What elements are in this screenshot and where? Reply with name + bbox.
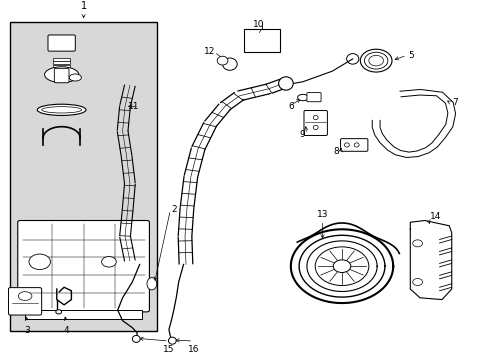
Ellipse shape — [147, 278, 157, 290]
FancyBboxPatch shape — [304, 111, 327, 135]
Text: 11: 11 — [128, 102, 140, 111]
Circle shape — [29, 254, 50, 270]
FancyBboxPatch shape — [306, 93, 321, 102]
Bar — [53, 65, 70, 68]
Ellipse shape — [278, 77, 293, 90]
FancyBboxPatch shape — [8, 288, 41, 315]
Ellipse shape — [217, 56, 227, 65]
Bar — [53, 58, 70, 60]
Bar — [10, 22, 157, 331]
FancyBboxPatch shape — [54, 68, 69, 83]
Text: 8: 8 — [333, 148, 339, 157]
Circle shape — [315, 247, 368, 285]
Text: 4: 4 — [63, 326, 69, 335]
Ellipse shape — [313, 125, 318, 130]
Ellipse shape — [364, 52, 387, 69]
Ellipse shape — [360, 49, 391, 72]
Ellipse shape — [37, 104, 86, 116]
Text: 9: 9 — [299, 130, 305, 139]
FancyBboxPatch shape — [18, 221, 149, 312]
Ellipse shape — [132, 336, 140, 342]
Text: 15: 15 — [163, 345, 174, 354]
Text: 3: 3 — [24, 326, 30, 335]
Ellipse shape — [297, 94, 308, 101]
Ellipse shape — [368, 55, 383, 66]
Text: 5: 5 — [407, 51, 413, 60]
Ellipse shape — [168, 337, 176, 344]
Ellipse shape — [353, 143, 358, 147]
Bar — [25, 310, 142, 319]
Bar — [53, 61, 70, 64]
Text: 10: 10 — [253, 20, 264, 29]
Circle shape — [332, 260, 350, 273]
Ellipse shape — [69, 74, 81, 81]
Text: 1: 1 — [81, 1, 86, 12]
Bar — [244, 29, 279, 52]
Ellipse shape — [41, 107, 81, 113]
FancyBboxPatch shape — [48, 35, 75, 51]
Text: 6: 6 — [288, 102, 294, 111]
Polygon shape — [409, 221, 451, 300]
Ellipse shape — [222, 58, 237, 70]
Ellipse shape — [18, 292, 32, 301]
Circle shape — [102, 257, 116, 267]
Ellipse shape — [344, 143, 348, 147]
Text: 14: 14 — [429, 212, 440, 221]
Ellipse shape — [44, 67, 79, 82]
Circle shape — [412, 240, 422, 247]
Ellipse shape — [56, 310, 61, 314]
Ellipse shape — [346, 54, 358, 64]
Text: 13: 13 — [316, 210, 327, 219]
FancyBboxPatch shape — [340, 139, 367, 151]
Ellipse shape — [313, 116, 318, 120]
Text: 7: 7 — [451, 98, 457, 107]
Circle shape — [412, 279, 422, 285]
Text: 12: 12 — [203, 48, 215, 57]
Text: 16: 16 — [187, 345, 199, 354]
Text: 2: 2 — [171, 206, 177, 215]
